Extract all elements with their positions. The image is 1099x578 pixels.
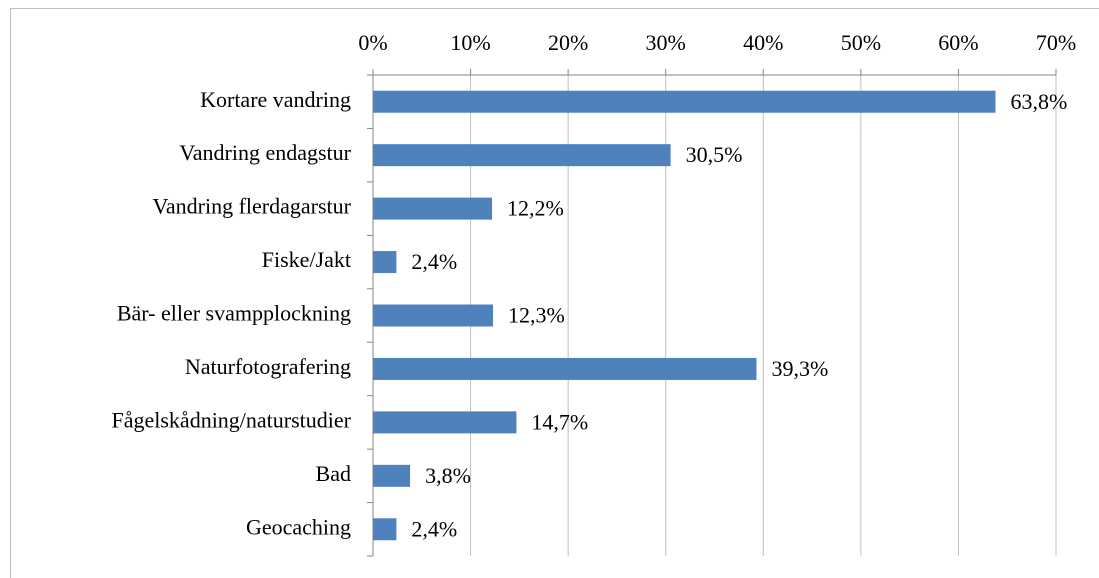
chart-frame	[10, 8, 1099, 578]
x-tick-label: 40%	[743, 30, 783, 55]
data-label: 2,4%	[411, 516, 457, 541]
bar	[373, 464, 411, 487]
bar	[373, 411, 517, 434]
bar	[373, 304, 494, 327]
data-label: 12,2%	[507, 196, 564, 221]
bar	[373, 90, 996, 113]
x-tick-label: 10%	[450, 30, 490, 55]
y-tick-label: Vandring flerdagarstur	[152, 194, 351, 219]
x-tick-label: 0%	[358, 30, 387, 55]
y-tick-label: Vandring endagstur	[179, 140, 351, 165]
y-tick-label: Kortare vandring	[200, 87, 351, 112]
x-tick-label: 20%	[548, 30, 588, 55]
x-tick-label: 50%	[841, 30, 881, 55]
data-label: 63,8%	[1011, 89, 1068, 114]
bar	[373, 197, 493, 220]
y-tick-label: Geocaching	[246, 514, 351, 539]
bar	[373, 357, 757, 380]
x-tick-label: 70%	[1036, 30, 1076, 55]
y-tick-label: Fågelskådning/naturstudier	[111, 407, 351, 432]
y-tick-label: Bad	[316, 461, 351, 486]
bar	[373, 251, 397, 274]
y-tick-label: Naturfotografering	[185, 354, 351, 379]
data-label: 2,4%	[411, 249, 457, 274]
y-tick-label: Fiske/Jakt	[262, 247, 351, 272]
data-label: 3,8%	[425, 463, 471, 488]
x-tick-label: 30%	[646, 30, 686, 55]
data-label: 39,3%	[771, 356, 828, 381]
x-tick-label: 60%	[938, 30, 978, 55]
data-label: 12,3%	[508, 303, 565, 328]
bar	[373, 144, 671, 167]
data-label: 30,5%	[686, 142, 743, 167]
data-label: 14,7%	[531, 409, 588, 434]
bar	[373, 518, 397, 541]
y-tick-label: Bär- eller svampplockning	[117, 301, 351, 326]
